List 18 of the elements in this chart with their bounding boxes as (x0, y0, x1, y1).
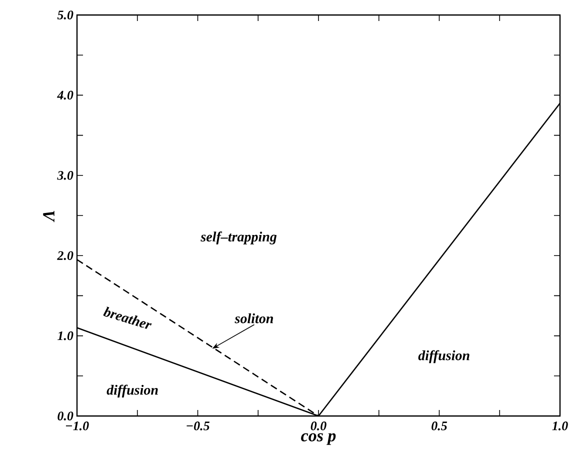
y-tick-label: 1.0 (58, 331, 74, 340)
y-tick-label: 4.0 (57, 90, 74, 100)
x-tick-label: −1.0 (66, 422, 89, 430)
annotation: diffusion (418, 350, 470, 364)
y-tick-label: 3.0 (57, 170, 74, 180)
annotation: breather (103, 306, 152, 329)
x-tick-label: 0.0 (310, 422, 326, 430)
annotation: soliton (234, 313, 274, 324)
annotation: diffusion (106, 384, 158, 398)
x-tick-label: 0.5 (432, 422, 448, 430)
x-axis-title: cos p (301, 433, 336, 445)
x-tick-label: −0.5 (186, 422, 210, 430)
annotation: self–trapping (200, 232, 277, 244)
y-axis-title: Λ (43, 210, 54, 222)
y-tick-label: 5.0 (57, 10, 74, 20)
x-tick-label: 1.0 (552, 422, 568, 430)
y-tick-label: 2.0 (57, 251, 74, 260)
y-tick-label: 0.0 (58, 412, 74, 420)
